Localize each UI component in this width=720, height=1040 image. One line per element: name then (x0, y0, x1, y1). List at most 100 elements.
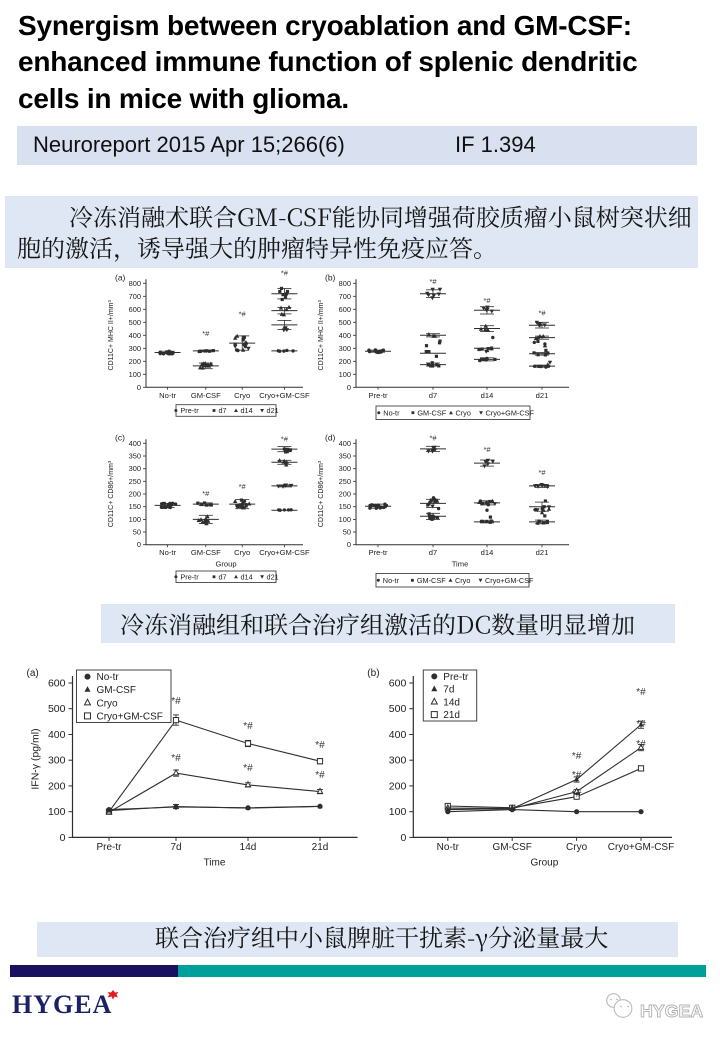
svg-text:d21: d21 (267, 572, 279, 581)
svg-text:*#: *# (429, 433, 437, 442)
svg-text:300: 300 (339, 344, 351, 353)
svg-text:Cryo+GM-CSF: Cryo+GM-CSF (259, 391, 310, 400)
svg-text:d7: d7 (218, 406, 226, 415)
svg-text:Cryo+GM-CSF: Cryo+GM-CSF (486, 408, 535, 417)
svg-text:(a): (a) (115, 272, 126, 282)
svg-text:300: 300 (48, 755, 66, 767)
svg-text:350: 350 (129, 452, 141, 461)
svg-text:*#: *# (281, 269, 289, 278)
svg-text:Cryo: Cryo (455, 576, 470, 585)
svg-text:300: 300 (129, 344, 141, 353)
svg-text:*#: *# (572, 751, 582, 762)
svg-text:*#: *# (171, 753, 181, 764)
svg-text:100: 100 (339, 515, 351, 524)
svg-text:Pre-tr: Pre-tr (180, 406, 199, 415)
svg-text:0: 0 (137, 540, 141, 549)
svg-text:GM-CSF: GM-CSF (191, 548, 221, 557)
svg-text:d14: d14 (481, 391, 494, 400)
svg-text:HYGEA: HYGEA (640, 1001, 703, 1021)
svg-text:CD11C+ CD86+/mm³: CD11C+ CD86+/mm³ (108, 460, 115, 527)
svg-text:No-tr: No-tr (159, 548, 176, 557)
svg-text:(b): (b) (325, 272, 336, 282)
svg-text:*#: *# (636, 719, 646, 730)
svg-text:Group: Group (215, 560, 236, 569)
svg-text:*#: *# (636, 687, 646, 698)
svg-text:d21: d21 (267, 406, 279, 415)
svg-text:14d: 14d (443, 697, 460, 708)
svg-text:GM-CSF: GM-CSF (191, 391, 221, 400)
svg-text:200: 200 (129, 490, 141, 499)
svg-text:*#: *# (243, 721, 253, 732)
svg-text:*#: *# (429, 277, 437, 286)
svg-text:200: 200 (339, 490, 351, 499)
svg-text:Time: Time (204, 857, 226, 868)
svg-text:*#: *# (315, 770, 325, 781)
svg-text:400: 400 (129, 331, 141, 340)
svg-text:300: 300 (129, 464, 141, 473)
svg-text:600: 600 (389, 678, 407, 690)
svg-text:250: 250 (129, 477, 141, 486)
svg-text:600: 600 (129, 305, 141, 314)
svg-text:*#: *# (239, 310, 247, 319)
svg-text:800: 800 (129, 279, 141, 288)
svg-text:700: 700 (339, 292, 351, 301)
svg-text:d14: d14 (241, 572, 253, 581)
svg-text:0: 0 (137, 383, 141, 392)
svg-text:14d: 14d (240, 842, 257, 853)
svg-text:200: 200 (129, 357, 141, 366)
svg-text:*#: *# (202, 329, 210, 338)
svg-text:600: 600 (48, 678, 66, 690)
svg-text:100: 100 (339, 370, 351, 379)
svg-text:50: 50 (133, 528, 141, 537)
svg-text:Time: Time (452, 560, 469, 569)
svg-text:400: 400 (48, 729, 66, 741)
svg-text:800: 800 (339, 279, 351, 288)
svg-text:No-tr: No-tr (437, 842, 460, 853)
svg-text:150: 150 (129, 502, 141, 511)
svg-text:Pre-tr: Pre-tr (97, 842, 123, 853)
svg-text:350: 350 (339, 452, 351, 461)
svg-text:d21: d21 (536, 391, 549, 400)
svg-text:700: 700 (129, 292, 141, 301)
svg-text:Cryo: Cryo (566, 842, 588, 853)
svg-text:No-tr: No-tr (97, 672, 120, 683)
svg-text:GM-CSF: GM-CSF (417, 576, 446, 585)
svg-text:Cryo+GM-CSF: Cryo+GM-CSF (485, 576, 534, 585)
svg-text:100: 100 (129, 515, 141, 524)
svg-text:d21: d21 (536, 548, 549, 557)
svg-text:*#: *# (636, 739, 646, 750)
svg-text:Cryo+GM-CSF: Cryo+GM-CSF (97, 711, 163, 722)
svg-text:500: 500 (48, 703, 66, 715)
svg-text:Cryo: Cryo (455, 408, 470, 417)
svg-text:*#: *# (572, 789, 582, 800)
svg-text:Cryo: Cryo (234, 548, 250, 557)
svg-text:*#: *# (483, 445, 491, 454)
svg-text:*#: *# (572, 770, 582, 781)
svg-text:*#: *# (243, 763, 253, 774)
svg-text:d7: d7 (429, 548, 437, 557)
svg-text:Group: Group (531, 857, 559, 868)
svg-text:GM-CSF: GM-CSF (417, 408, 446, 417)
svg-text:IFN-γ (pg/ml): IFN-γ (pg/ml) (30, 728, 42, 789)
svg-text:250: 250 (339, 477, 351, 486)
svg-text:200: 200 (389, 780, 407, 792)
svg-text:Cryo: Cryo (234, 391, 250, 400)
svg-text:(d): (d) (325, 432, 336, 442)
svg-text:7d: 7d (170, 842, 181, 853)
svg-text:150: 150 (339, 502, 351, 511)
svg-text:No-tr: No-tr (383, 408, 400, 417)
svg-text:100: 100 (129, 370, 141, 379)
svg-text:(b): (b) (367, 668, 379, 679)
svg-text:CD11C+ MHC II+/mm³: CD11C+ MHC II+/mm³ (318, 300, 325, 371)
svg-text:*#: *# (171, 696, 181, 707)
svg-text:*#: *# (538, 309, 546, 318)
svg-text:*#: *# (202, 489, 210, 498)
svg-text:No-tr: No-tr (383, 576, 400, 585)
svg-text:100: 100 (48, 806, 66, 818)
svg-text:0: 0 (400, 832, 406, 844)
svg-text:d7: d7 (218, 572, 226, 581)
svg-text:Pre-tr: Pre-tr (369, 548, 388, 557)
svg-text:*#: *# (239, 482, 247, 491)
svg-text:500: 500 (129, 318, 141, 327)
svg-text:500: 500 (389, 703, 407, 715)
